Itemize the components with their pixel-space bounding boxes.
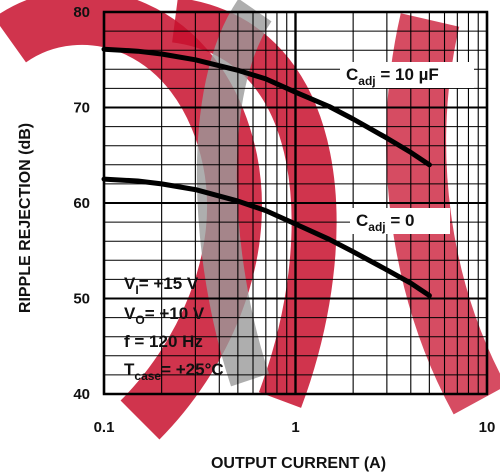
label-main: f = 120 Hz [124, 332, 203, 351]
condition-label: f = 120 Hz [124, 332, 203, 351]
condition-label: VI= +15 V [124, 274, 199, 297]
x-tick-label: 0.1 [94, 419, 115, 436]
label-main: V [124, 304, 136, 323]
y-tick-label: 80 [73, 4, 90, 21]
label-subscript: adj [358, 74, 375, 88]
plot-frame [102, 10, 489, 396]
series-label-1: Cadj = 10 µF [340, 62, 474, 88]
label-subscript: case [134, 369, 161, 383]
x-tick-label: 10 [479, 419, 496, 436]
label-rest: = +15 V [139, 274, 199, 293]
label-text: VI= +15 V [124, 274, 199, 297]
y-tick-label: 40 [73, 386, 90, 403]
condition-label: Tcase= +25°C [124, 360, 224, 383]
label-rest: = 0 [386, 211, 415, 230]
series-line-2 [101, 176, 432, 299]
condition-label: VO= +10 V [124, 304, 205, 327]
label-main: T [124, 360, 135, 379]
x-tick-label: 1 [291, 419, 299, 436]
y-tick-label: 50 [73, 291, 90, 308]
y-axis-title: RIPPLE REJECTION (dB) [17, 123, 34, 313]
label-subscript: adj [368, 220, 385, 234]
series-line-1 [101, 46, 432, 168]
label-rest: = 10 µF [376, 65, 439, 84]
y-tick-label: 70 [73, 100, 90, 117]
label-text: f = 120 Hz [124, 332, 203, 351]
label-rest: = +25°C [161, 360, 224, 379]
label-main: C [356, 211, 368, 230]
label-text: VO= +10 V [124, 304, 205, 327]
label-rest: = +10 V [145, 304, 205, 323]
label-text: Tcase= +25°C [124, 360, 224, 383]
label-subscript: O [135, 313, 144, 327]
y-tick-label: 60 [73, 195, 90, 212]
label-background [340, 62, 474, 88]
label-main: C [346, 65, 358, 84]
watermark-gray-arc [196, 0, 272, 387]
series-label-2: Cadj = 0 [350, 208, 450, 234]
label-text: Cadj = 10 µF [346, 65, 439, 88]
label-main: V [124, 274, 136, 293]
label-text: Cadj = 0 [356, 211, 414, 234]
label-background [350, 208, 450, 234]
tick-labels: 40 50 60 70 80 0.1 1 10 [73, 4, 495, 436]
x-axis-title: OUTPUT CURRENT (A) [211, 455, 386, 472]
label-subscript: I [135, 283, 138, 297]
curves [101, 46, 432, 299]
